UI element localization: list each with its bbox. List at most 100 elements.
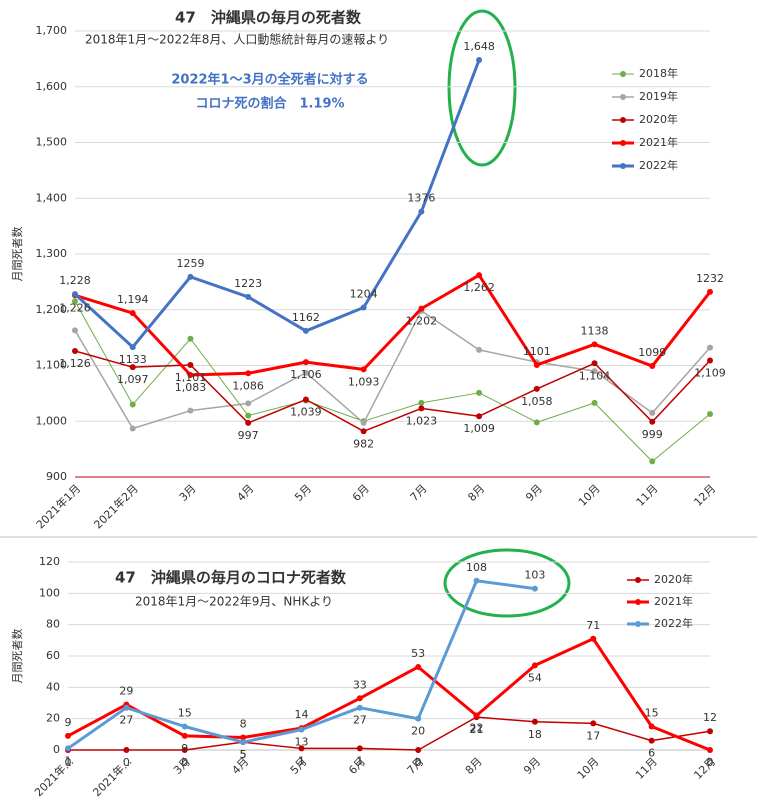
y-tick-label: 1,400 <box>36 191 68 204</box>
data-label: 1,109 <box>694 366 726 379</box>
y-tick-label: 900 <box>46 470 67 483</box>
legend-marker <box>620 140 626 146</box>
data-label: 0 <box>65 756 72 769</box>
data-point <box>245 293 252 300</box>
data-label: 21 <box>470 723 484 736</box>
data-point <box>302 327 309 334</box>
data-point <box>72 291 78 298</box>
data-point <box>245 419 252 426</box>
data-label: 1,202 <box>406 315 438 328</box>
data-point <box>245 412 252 419</box>
legend-marker <box>620 71 626 77</box>
chart-subtitle: 2018年1月～2022年8月、人口動態統計毎月の速報より <box>85 32 389 47</box>
data-point <box>591 341 598 348</box>
data-label: 1259 <box>176 257 204 270</box>
data-label: 12 <box>703 711 717 724</box>
annotation: コロナ死の割合 1.19% <box>195 96 344 112</box>
data-label: 1376 <box>407 192 435 205</box>
data-label: 108 <box>466 561 487 574</box>
data-point <box>123 704 130 711</box>
data-label: 0 <box>181 756 188 769</box>
data-label: 1162 <box>292 311 320 324</box>
data-label: 997 <box>238 429 259 442</box>
data-label: 54 <box>528 671 542 684</box>
data-point <box>707 357 713 364</box>
data-label: 1,086 <box>232 379 264 392</box>
data-label: 982 <box>353 437 374 450</box>
legend-label: 2020年 <box>639 112 678 126</box>
data-point <box>591 368 598 375</box>
data-label: 1,104 <box>579 369 611 382</box>
data-point <box>590 635 597 642</box>
y-tick-label: 40 <box>46 680 60 693</box>
data-point <box>476 272 483 279</box>
data-label: 1,648 <box>463 40 495 53</box>
data-point <box>591 399 598 406</box>
data-point <box>356 745 363 752</box>
legend-label: 2022年 <box>639 158 678 172</box>
series-line <box>74 310 711 430</box>
data-label: 18 <box>528 728 542 741</box>
data-label: 8 <box>240 717 247 730</box>
data-point <box>245 400 252 407</box>
y-tick-label: 80 <box>46 618 60 631</box>
data-point <box>302 369 309 376</box>
data-label: 1 <box>356 754 363 767</box>
data-label: 1232 <box>696 272 724 285</box>
data-point <box>418 405 425 412</box>
y-tick-label: 100 <box>39 586 60 599</box>
legend-label: 2018年 <box>639 66 678 80</box>
data-point <box>418 399 425 406</box>
data-point <box>360 304 367 311</box>
data-point <box>533 419 540 426</box>
data-point <box>129 401 136 408</box>
data-point <box>65 745 71 752</box>
data-label: 6 <box>648 747 655 760</box>
y-tick-label: 1,100 <box>36 359 68 372</box>
data-label: 15 <box>178 707 192 720</box>
y-tick-label: 0 <box>53 743 60 756</box>
legend-marker <box>635 599 641 605</box>
data-label: 999 <box>642 428 663 441</box>
data-label: 1,058 <box>521 395 553 408</box>
data-label: 33 <box>353 678 367 691</box>
data-point <box>181 723 188 730</box>
data-label: 0 <box>123 756 130 769</box>
data-label: 71 <box>586 619 600 632</box>
data-point <box>415 747 422 753</box>
data-point <box>649 363 656 370</box>
data-label: 1,228 <box>59 274 91 287</box>
data-point <box>129 310 136 317</box>
data-label: 53 <box>411 647 425 660</box>
data-point <box>531 662 538 669</box>
data-point <box>476 56 483 63</box>
data-point <box>533 385 540 392</box>
data-label: 103 <box>524 569 545 582</box>
data-label: 14 <box>294 708 308 721</box>
data-point <box>72 327 78 334</box>
y-tick-label: 20 <box>46 712 60 725</box>
data-point <box>123 747 130 753</box>
data-label: 1 <box>298 754 305 767</box>
y-tick-label: 120 <box>39 555 60 568</box>
y-tick-label: 1,500 <box>36 136 68 149</box>
data-label: 1,106 <box>290 368 322 381</box>
data-point <box>298 745 305 752</box>
data-label: 15 <box>645 707 659 720</box>
data-label: 13 <box>294 736 308 749</box>
data-point <box>187 407 194 414</box>
data-point <box>473 577 480 584</box>
data-label: 5 <box>240 748 247 761</box>
data-point <box>415 715 422 722</box>
data-point <box>649 409 656 416</box>
data-point <box>129 364 136 371</box>
data-point <box>418 305 425 312</box>
y-axis-label: 月間死者数 <box>11 629 24 684</box>
y-tick-label: 1,300 <box>36 247 68 260</box>
data-point <box>356 695 363 702</box>
data-label: 1,097 <box>117 373 149 386</box>
data-label: 5 <box>240 748 247 761</box>
legend-label: 2020年 <box>654 572 693 586</box>
y-tick-label: 1,600 <box>36 80 68 93</box>
